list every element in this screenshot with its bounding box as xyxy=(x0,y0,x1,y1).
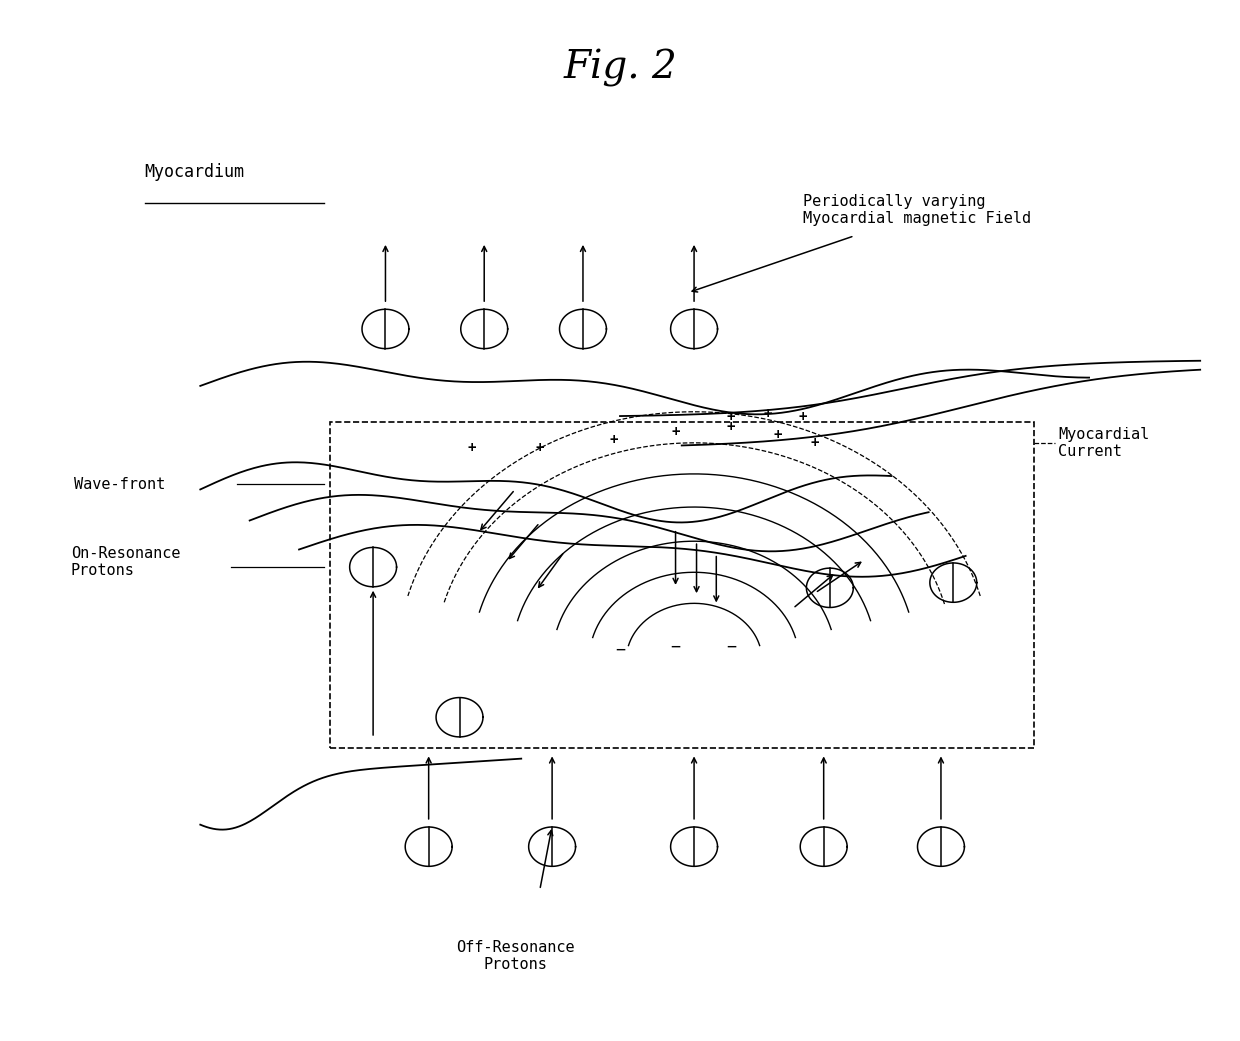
Text: −: − xyxy=(671,638,681,656)
Text: −: − xyxy=(727,638,737,656)
Text: Off-Resonance
Protons: Off-Resonance Protons xyxy=(456,940,574,972)
Text: +: + xyxy=(811,436,820,450)
Text: On-Resonance
Protons: On-Resonance Protons xyxy=(71,545,180,578)
Text: +: + xyxy=(774,428,782,441)
Text: Periodically varying
Myocardial magnetic Field: Periodically varying Myocardial magnetic… xyxy=(802,194,1030,226)
Text: +: + xyxy=(671,426,680,439)
Text: +: + xyxy=(799,410,807,424)
Text: +: + xyxy=(536,441,544,455)
Text: +: + xyxy=(727,410,735,424)
Text: Myocardium: Myocardium xyxy=(145,163,244,181)
Text: Fig. 2: Fig. 2 xyxy=(563,49,677,87)
Text: +: + xyxy=(467,441,476,455)
Text: +: + xyxy=(764,407,773,421)
Text: Myocardial
Current: Myocardial Current xyxy=(1058,427,1149,459)
Text: Wave-front: Wave-front xyxy=(74,477,166,491)
Text: +: + xyxy=(727,421,735,434)
Text: +: + xyxy=(610,433,618,447)
Text: −: − xyxy=(615,641,625,659)
